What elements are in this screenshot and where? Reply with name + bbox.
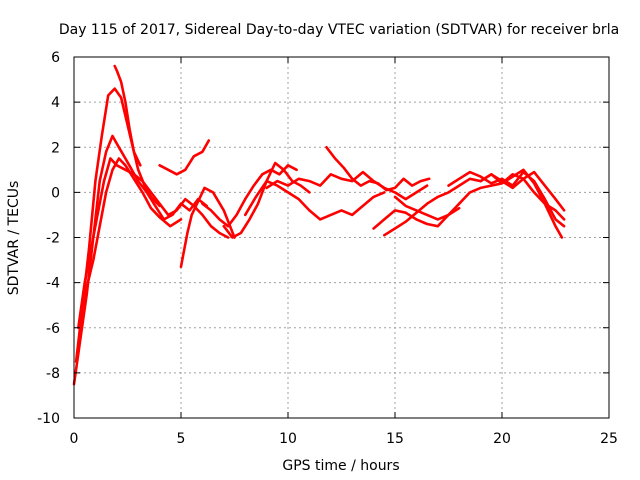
series-pass-7 [179, 186, 236, 269]
y-tick-label: 2 [51, 140, 60, 156]
x-tick-label: 5 [177, 431, 186, 447]
x-tick-label: 10 [279, 431, 297, 447]
series-pass-8 [201, 164, 298, 228]
series-pass-15 [393, 195, 461, 221]
series-pass-16 [447, 170, 566, 228]
y-tick-label: -8 [46, 366, 60, 382]
chart-title: Day 115 of 2017, Sidereal Day-to-day VTE… [59, 22, 619, 38]
y-axis-label: SDTVAR / TECUs [6, 181, 22, 296]
y-tick-label: 4 [51, 95, 60, 111]
x-tick-label: 0 [70, 431, 79, 447]
x-tick-label: 25 [600, 431, 618, 447]
y-tick-label: -2 [46, 231, 60, 247]
x-tick-label: 20 [493, 431, 511, 447]
series-pass-9 [222, 161, 311, 239]
series-pass-4 [77, 157, 230, 330]
axis-ticks [73, 56, 610, 419]
x-tick-label: 15 [386, 431, 404, 447]
series-pass-5 [79, 157, 183, 318]
grid [74, 57, 609, 418]
series-pass-17 [479, 168, 564, 239]
series-pass-11 [265, 170, 429, 201]
y-tick-labels: -10 -8 -6 -4 -2 0 2 4 6 [37, 50, 60, 427]
series-layer [72, 64, 566, 386]
y-tick-label: 0 [51, 185, 60, 201]
series-pass-6 [158, 139, 211, 176]
series-pass-14 [383, 170, 566, 237]
series-pass-13 [372, 173, 566, 230]
x-tick-labels: 0 5 10 15 20 25 [70, 431, 618, 447]
series-pass-3 [113, 64, 161, 208]
series-pass-10 [243, 179, 386, 221]
y-tick-label: -4 [46, 276, 60, 292]
y-tick-label: -6 [46, 321, 60, 337]
x-axis-label: GPS time / hours [282, 458, 399, 474]
series-pass-12 [325, 146, 431, 192]
y-tick-label: 6 [51, 50, 60, 66]
y-tick-label: -10 [37, 411, 60, 427]
